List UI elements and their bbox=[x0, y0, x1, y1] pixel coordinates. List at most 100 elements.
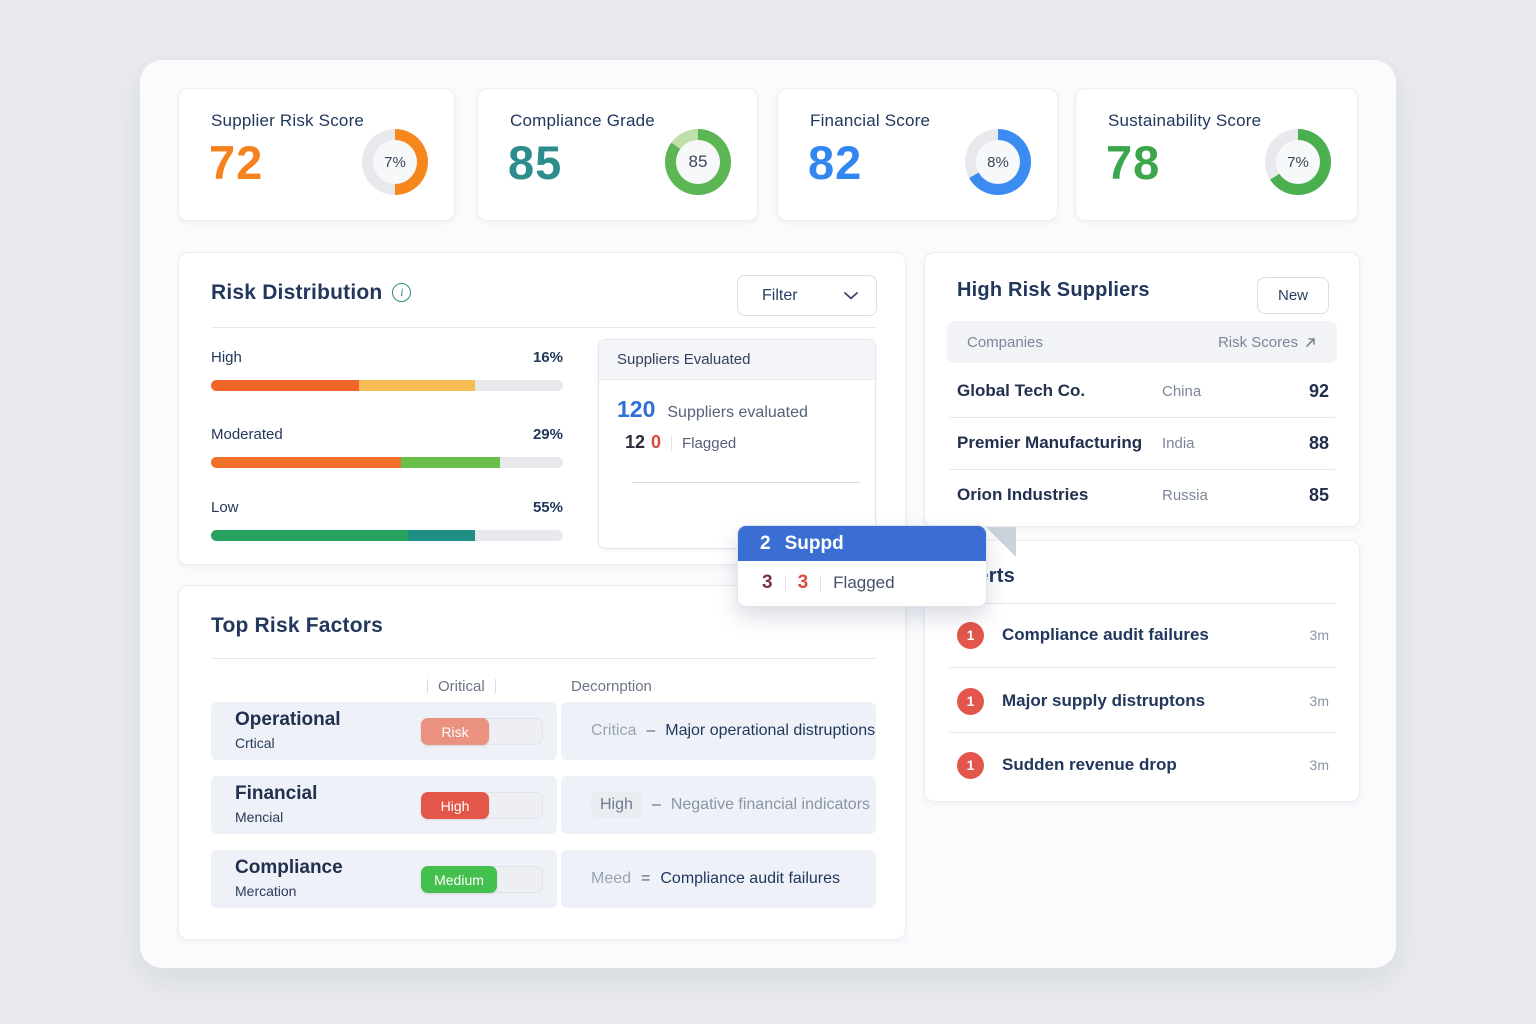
risk-bar-low: Low 55% bbox=[211, 499, 563, 541]
severity-pill: Risk bbox=[421, 718, 489, 745]
chevron-down-icon bbox=[844, 291, 858, 300]
risk-factor-desc-prefix: Meed bbox=[591, 870, 632, 887]
risk-bar-high: High 16% bbox=[211, 349, 563, 391]
risk-factor-sublabel: Mencial bbox=[235, 809, 284, 825]
tooltip-title: Suppd bbox=[784, 532, 844, 554]
kpi-title: Financial Score bbox=[810, 111, 931, 130]
kpi-card-compliance-grade: Compliance Grade 85 85 bbox=[477, 88, 758, 221]
divider bbox=[784, 575, 786, 591]
flagged-count: 12 bbox=[625, 432, 646, 452]
supplier-row: Global Tech Co. China 92 bbox=[957, 365, 1329, 417]
supplier-score: 92 bbox=[1308, 380, 1329, 401]
suppliers-tooltip: 2 Suppd 3 3 Flagged bbox=[737, 525, 987, 607]
suppliers-table-header: Companies Risk Scores bbox=[947, 321, 1337, 363]
companies-column-label: Companies bbox=[967, 333, 1043, 351]
tooltip-value: 2 bbox=[760, 532, 771, 554]
supplier-country: India bbox=[1162, 434, 1195, 452]
alerts-card: Alerts 1 Compliance audit failures 3m 1 … bbox=[924, 540, 1360, 802]
risk-bar-pct: 16% bbox=[532, 349, 563, 366]
divider bbox=[949, 732, 1335, 733]
supplier-country: Russia bbox=[1162, 486, 1208, 504]
flagged-label: Flagged bbox=[682, 435, 737, 452]
divider bbox=[949, 417, 1335, 418]
risk-factor-row-right: High – Negative financial indicators bbox=[561, 776, 876, 834]
kpi-donut-chart: 7% bbox=[1265, 129, 1331, 195]
risk-factor-description: Major operational distruptions bbox=[665, 722, 876, 739]
supplier-name: Premier Manufacturing bbox=[957, 433, 1143, 452]
kpi-donut-label: 7% bbox=[1276, 140, 1320, 184]
kpi-card-financial-score: Financial Score 82 8% bbox=[777, 88, 1058, 221]
tooltip-body: 3 3 Flagged bbox=[762, 572, 895, 594]
supplier-country: China bbox=[1162, 382, 1202, 400]
tooltip-header: 2 Suppd bbox=[738, 526, 986, 561]
risk-bar-segment bbox=[358, 380, 475, 391]
risk-factor-row-left: Financial Mencial High bbox=[211, 776, 557, 834]
suppliers-evaluated-header: Suppliers Evaluated bbox=[599, 340, 875, 380]
risk-bar-moderated: Moderated 29% bbox=[211, 426, 563, 468]
new-button[interactable]: New bbox=[1256, 277, 1329, 314]
suppliers-evaluated-count: 120 bbox=[617, 396, 656, 422]
supplier-score: 88 bbox=[1308, 432, 1329, 453]
risk-factor-row-right: Critica – Major operational distruptions bbox=[561, 702, 876, 760]
alert-text: Compliance audit failures bbox=[1002, 625, 1209, 644]
supplier-name: Global Tech Co. bbox=[957, 381, 1086, 400]
tooltip-label: Flagged bbox=[833, 573, 895, 592]
suppliers-evaluated-panel: Suppliers Evaluated 120 Suppliers evalua… bbox=[598, 339, 876, 549]
kpi-card-supplier-risk: Supplier Risk Score 72 7% bbox=[178, 88, 455, 221]
kpi-value: 72 bbox=[209, 136, 264, 189]
info-icon[interactable]: i bbox=[392, 283, 412, 302]
risk-factor-name: Compliance bbox=[235, 857, 343, 878]
separator: – bbox=[651, 796, 661, 813]
alert-time: 3m bbox=[1309, 693, 1329, 709]
supplier-row: Premier Manufacturing India 88 bbox=[957, 417, 1329, 469]
alert-item: 1 Compliance audit failures 3m bbox=[957, 609, 1329, 661]
dashboard-container: Supplier Risk Score 72 7% Compliance Gra… bbox=[140, 60, 1396, 968]
alert-count-badge: 1 bbox=[957, 621, 984, 649]
alert-text: Sudden revenue drop bbox=[1002, 755, 1177, 774]
risk-factor-name: Financial bbox=[235, 783, 318, 804]
alert-time: 3m bbox=[1309, 627, 1329, 643]
tooltip-count-red: 3 bbox=[797, 572, 809, 593]
suppliers-evaluated-line: 120 Suppliers evaluated bbox=[617, 396, 808, 423]
risk-distribution-card: Risk Distribution i Filter High 16% M bbox=[178, 252, 906, 565]
risk-factor-desc-prefix: Critica bbox=[591, 722, 637, 739]
kpi-value: 78 bbox=[1106, 136, 1161, 189]
kpi-value: 82 bbox=[808, 136, 863, 189]
risk-bar-track bbox=[211, 457, 563, 468]
separator: = bbox=[641, 870, 651, 887]
severity-pill-track: Risk bbox=[421, 718, 543, 745]
alert-item: 1 Sudden revenue drop 3m bbox=[957, 739, 1329, 791]
risk-factor-description: Compliance audit failures bbox=[660, 870, 841, 887]
divider bbox=[949, 667, 1335, 668]
divider bbox=[949, 603, 1335, 604]
risk-bar-pct: 29% bbox=[532, 426, 563, 443]
risk-scores-sort[interactable]: Risk Scores bbox=[1218, 334, 1317, 351]
divider bbox=[211, 327, 877, 328]
column-header-critical: Oritical bbox=[417, 678, 506, 695]
risk-bar-segment bbox=[211, 530, 409, 541]
risk-factor-name: Operational bbox=[235, 709, 341, 730]
supplier-row: Orion Industries Russia 85 bbox=[957, 469, 1329, 521]
risk-bar-label: Low bbox=[211, 499, 239, 516]
separator: – bbox=[646, 722, 656, 739]
risk-bar-segment bbox=[408, 530, 475, 541]
risk-bar-label: Moderated bbox=[211, 426, 283, 443]
filter-dropdown[interactable]: Filter bbox=[737, 275, 877, 316]
risk-factor-row-left: Compliance Mercation Medium bbox=[211, 850, 557, 908]
kpi-donut-chart: 85 bbox=[665, 129, 731, 195]
tooltip-tail bbox=[986, 527, 1016, 557]
kpi-donut-chart: 7% bbox=[362, 129, 428, 195]
kpi-value: 85 bbox=[508, 136, 563, 189]
kpi-donut-label: 85 bbox=[676, 140, 720, 184]
risk-bar-track bbox=[211, 380, 563, 391]
divider bbox=[949, 469, 1335, 470]
divider bbox=[211, 658, 877, 659]
severity-pill: Medium bbox=[421, 866, 497, 893]
filter-label: Filter bbox=[762, 286, 798, 304]
supplier-score: 85 bbox=[1308, 484, 1329, 505]
high-risk-suppliers-title: High Risk Suppliers bbox=[957, 279, 1150, 301]
severity-pill-track: High bbox=[421, 792, 543, 819]
risk-factor-desc-prefix: High bbox=[591, 792, 642, 818]
risk-factor-sublabel: Mercation bbox=[235, 883, 297, 899]
